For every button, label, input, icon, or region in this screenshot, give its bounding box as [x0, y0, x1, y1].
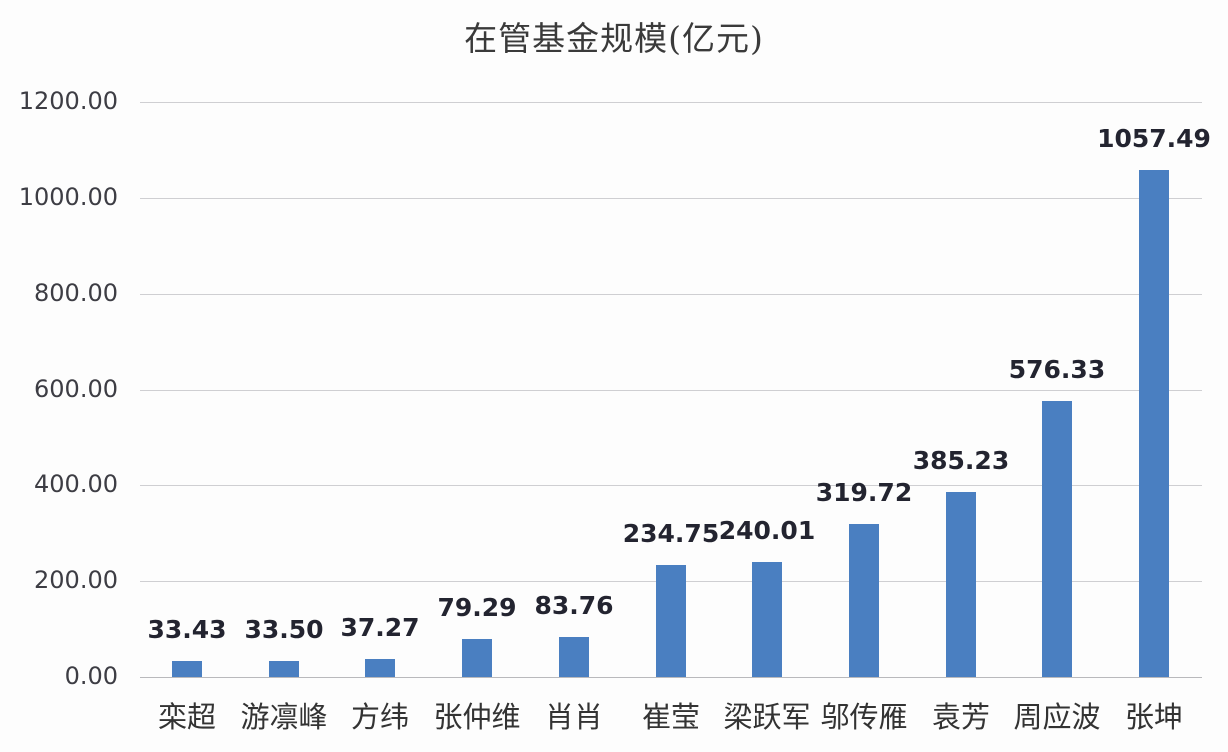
data-label: 319.72	[815, 478, 913, 507]
chart-title: 在管基金规模(亿元)	[464, 19, 764, 58]
gridline	[140, 198, 1202, 199]
bar	[946, 492, 976, 677]
gridline	[140, 102, 1202, 103]
gridline	[140, 390, 1202, 391]
bar	[752, 562, 782, 677]
data-label: 1057.49	[1097, 124, 1211, 153]
x-category-label: 张坤	[1124, 700, 1183, 734]
data-label: 234.75	[622, 519, 720, 548]
x-category-label: 邬传雁	[820, 700, 908, 734]
x-category-label: 崔莹	[641, 700, 700, 734]
data-label: 37.27	[340, 613, 420, 642]
x-category-label: 肖肖	[544, 700, 603, 734]
x-category-label: 周应波	[1013, 700, 1101, 734]
y-tick-label: 200.00	[34, 566, 118, 594]
data-label: 33.50	[244, 615, 324, 644]
bar	[462, 639, 492, 677]
x-category-label: 梁跃军	[723, 700, 811, 734]
data-label: 240.01	[718, 516, 816, 545]
x-axis-line	[140, 677, 1202, 678]
y-tick-label: 600.00	[34, 375, 118, 403]
bar	[269, 661, 299, 677]
bar	[1139, 170, 1169, 677]
data-label: 33.43	[147, 615, 227, 644]
data-label: 79.29	[437, 593, 517, 622]
x-category-label: 游凛峰	[240, 700, 328, 734]
bar	[172, 661, 202, 677]
bar	[849, 524, 879, 677]
data-label: 83.76	[534, 591, 614, 620]
y-tick-label: 400.00	[34, 470, 118, 498]
bar	[656, 565, 686, 677]
y-tick-label: 1000.00	[18, 183, 118, 211]
x-category-label: 袁芳	[931, 700, 990, 734]
gridline	[140, 485, 1202, 486]
bar	[1042, 401, 1072, 677]
bar	[365, 659, 395, 677]
y-tick-label: 1200.00	[18, 87, 118, 115]
data-label: 385.23	[912, 446, 1010, 475]
x-category-label: 方纬	[350, 700, 409, 734]
y-tick-label: 800.00	[34, 279, 118, 307]
x-category-label: 栾超	[157, 700, 216, 734]
y-tick-label: 0.00	[64, 662, 118, 690]
gridline	[140, 294, 1202, 295]
x-category-label: 张仲维	[433, 700, 521, 734]
bar	[559, 637, 589, 677]
data-label: 576.33	[1008, 355, 1106, 384]
